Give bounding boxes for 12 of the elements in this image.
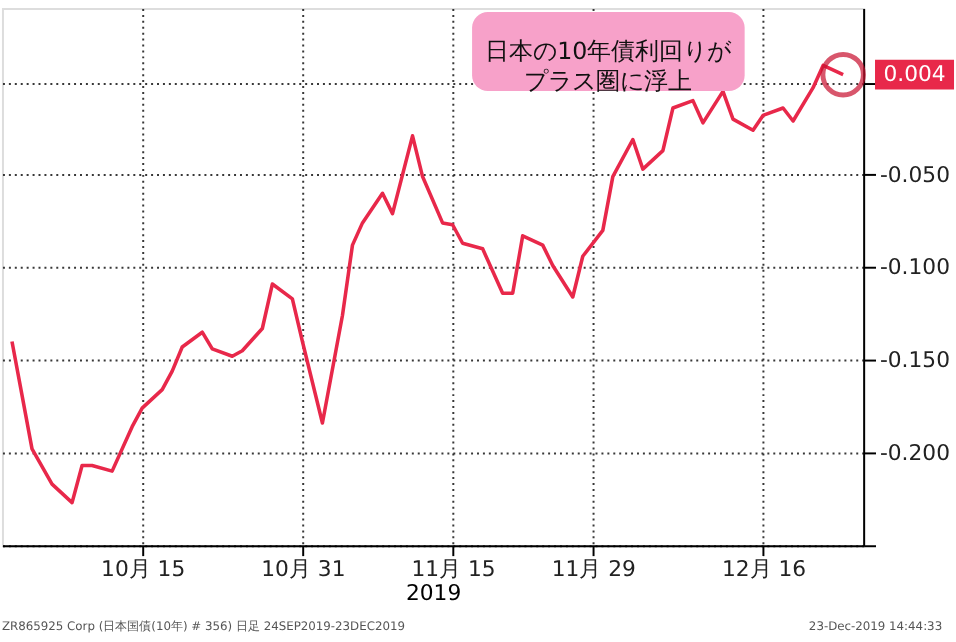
x-tick-label: 12月 16 bbox=[721, 555, 807, 582]
annotation: 日本の10年債利回りがプラス圏に浮上 bbox=[485, 37, 734, 95]
y-tick-label: -0.200 bbox=[879, 439, 951, 466]
y-tick-label: -0.100 bbox=[879, 254, 951, 281]
x-tick-label: 10月 15 bbox=[101, 555, 186, 582]
x-tick-label: 11月 15 bbox=[411, 555, 496, 582]
y-tick-label: -0.150 bbox=[879, 346, 951, 373]
annotation: 0.004 bbox=[883, 60, 946, 87]
y-tick-label: -0.050 bbox=[879, 161, 951, 188]
x-axis-title: 2019 bbox=[405, 579, 462, 606]
x-tick-label: 11月 29 bbox=[551, 555, 637, 582]
x-tick-label: 10月 31 bbox=[261, 555, 346, 582]
